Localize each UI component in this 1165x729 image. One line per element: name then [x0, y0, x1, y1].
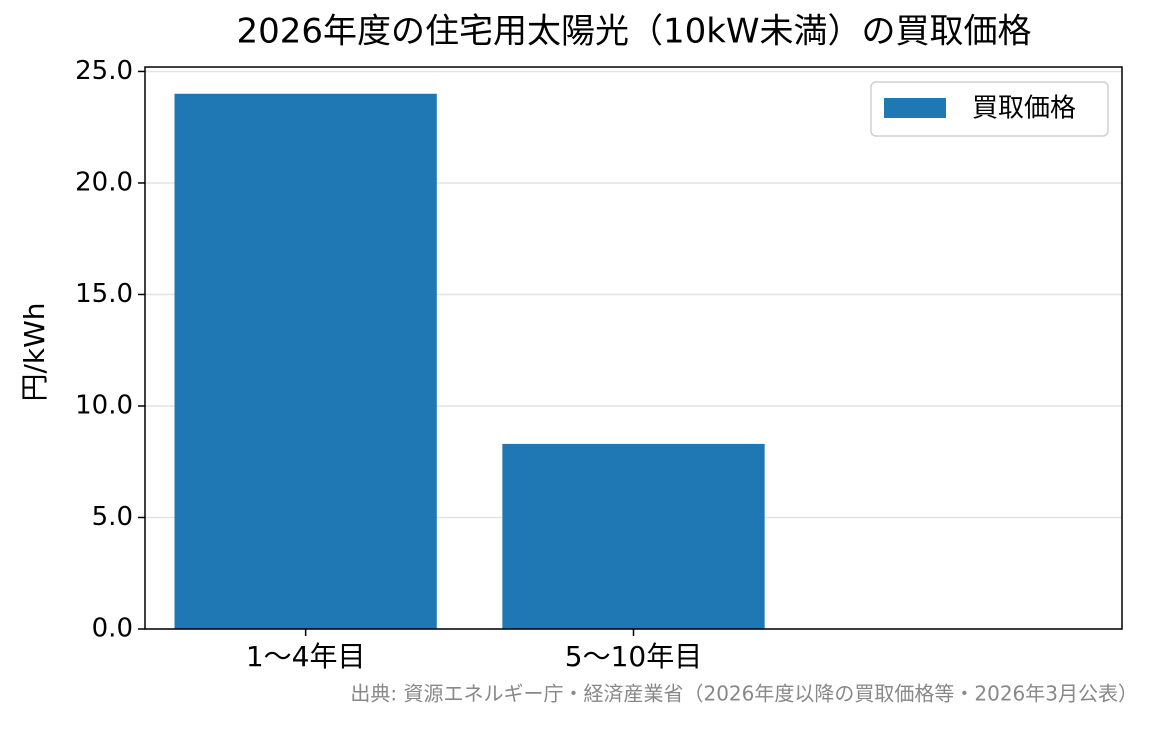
plot-frame — [144, 66, 1123, 630]
x-tick-label: 5〜10年目 — [565, 640, 702, 673]
bar — [174, 93, 437, 629]
y-axis-label: 円/kWh — [18, 302, 51, 401]
legend-label: 買取価格 — [972, 94, 1076, 124]
chart-title: 2026年度の住宅用太陽光（10kW未満）の買取価格 — [236, 12, 1031, 52]
legend-box — [870, 81, 1109, 137]
bar — [502, 443, 765, 629]
y-tick-label: 20.0 — [75, 167, 133, 197]
x-tick-label: 1〜4年目 — [246, 640, 366, 673]
y-tick-label: 15.0 — [75, 279, 133, 309]
source-note: 出典: 資源エネルギー庁・経済産業省（2026年度以降の買取価格等・2026年3… — [350, 682, 1138, 706]
y-tick-label: 25.0 — [75, 56, 133, 86]
y-tick-label: 5.0 — [92, 502, 133, 532]
legend-swatch — [884, 98, 946, 118]
y-tick-label: 0.0 — [92, 614, 133, 644]
y-tick-label: 10.0 — [75, 390, 133, 420]
